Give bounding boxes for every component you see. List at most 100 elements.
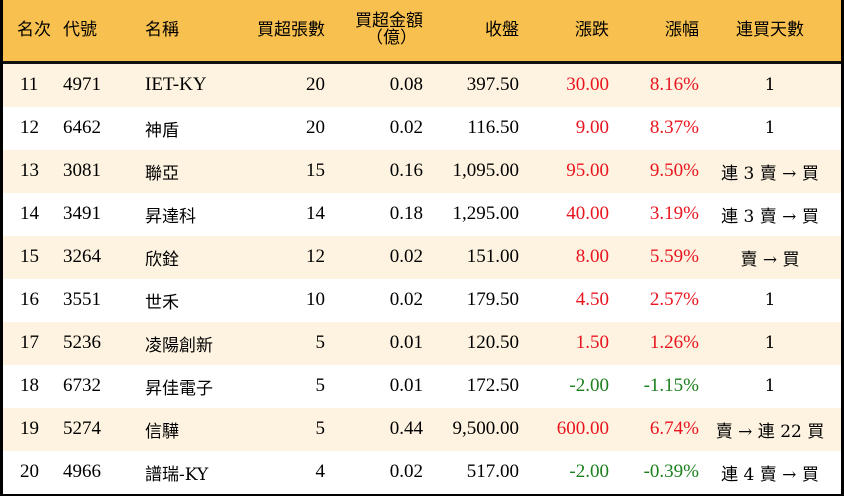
rank-cell: 18 <box>20 375 39 396</box>
close-price-cell: 1,095.00 <box>452 160 520 181</box>
header-net-buy-lots[interactable]: 買超張數 <box>257 19 325 40</box>
header-net-buy-amount-line1: 買超金額 <box>355 11 423 32</box>
header-code[interactable]: 代號 <box>63 19 97 40</box>
net-buy-lots-cell: 5 <box>315 418 326 439</box>
table-row[interactable]: 16 3551 世禾 10 0.02 179.50 4.50 2.57% 1 <box>3 278 841 322</box>
net-buy-lots-cell: 5 <box>315 375 326 396</box>
header-net-buy-amount-line2: （億） <box>366 28 417 49</box>
rank-cell: 15 <box>20 246 39 267</box>
net-buy-ranking-table: 名次 代號 名稱 買超張數 買超金額 （億） 收盤 漲跌 漲幅 連買天數 11 4… <box>3 0 841 494</box>
rank-cell: 16 <box>20 289 39 310</box>
net-buy-amount-cell: 0.16 <box>389 160 423 181</box>
table-row[interactable]: 12 6462 神盾 20 0.02 116.50 9.00 8.37% 1 <box>3 106 841 150</box>
table-row[interactable]: 14 3491 昇達科 14 0.18 1,295.00 40.00 3.19% 連 3 賣 →… <box>3 192 841 236</box>
net-buy-lots-cell: 15 <box>306 160 325 181</box>
consecutive-days-cell: 賣 → 買 <box>740 249 800 270</box>
header-consecutive-days[interactable]: 連買天數 <box>736 19 804 40</box>
table-row[interactable]: 15 3264 欣銓 12 0.02 151.00 8.00 5.59% 賣 → 買 <box>3 235 841 279</box>
code-cell: 3264 <box>63 246 101 267</box>
change-cell: -2.00 <box>569 461 609 482</box>
table-row[interactable]: 13 3081 聯亞 15 0.16 1,095.00 95.00 9.50% 連 3 賣 → … <box>3 149 841 193</box>
header-net-buy-amount[interactable]: 買超金額 （億） <box>325 0 423 62</box>
name-cell: 昇達科 <box>145 206 196 227</box>
change-pct-cell: 3.19% <box>649 203 699 224</box>
name-cell: 昇佳電子 <box>145 378 213 399</box>
close-price-cell: 179.50 <box>466 289 519 310</box>
code-cell: 3551 <box>63 289 101 310</box>
change-cell: -2.00 <box>569 375 609 396</box>
close-price-cell: 397.50 <box>466 74 519 95</box>
close-price-cell: 517.00 <box>466 461 519 482</box>
name-cell: IET-KY <box>145 74 207 95</box>
net-buy-amount-cell: 0.02 <box>389 246 423 267</box>
header-rank[interactable]: 名次 <box>17 19 51 40</box>
consecutive-days-cell: 連 4 賣 → 買 <box>721 464 819 485</box>
code-cell: 5236 <box>63 332 101 353</box>
consecutive-days-cell: 連 3 賣 → 買 <box>721 163 819 184</box>
net-buy-lots-cell: 12 <box>306 246 325 267</box>
header-change-pct[interactable]: 漲幅 <box>665 19 699 40</box>
consecutive-days-cell: 賣 → 連 22 買 <box>715 421 825 442</box>
code-cell: 4966 <box>63 461 101 482</box>
change-pct-cell: 5.59% <box>649 246 699 267</box>
change-cell: 1.50 <box>575 332 609 353</box>
code-cell: 6732 <box>63 375 101 396</box>
net-buy-amount-cell: 0.02 <box>389 461 423 482</box>
name-cell: 聯亞 <box>145 163 179 184</box>
consecutive-days-cell: 1 <box>764 333 776 353</box>
net-buy-amount-cell: 0.44 <box>389 418 423 439</box>
table-row[interactable]: 18 6732 昇佳電子 5 0.01 172.50 -2.00 -1.15% 1 <box>3 364 841 408</box>
change-pct-cell: 9.50% <box>649 160 699 181</box>
header-change[interactable]: 漲跌 <box>575 19 609 40</box>
rank-cell: 13 <box>20 160 39 181</box>
consecutive-days-cell: 1 <box>764 290 776 310</box>
close-price-cell: 172.50 <box>466 375 519 396</box>
code-cell: 6462 <box>63 117 101 138</box>
header-name[interactable]: 名稱 <box>145 19 179 40</box>
name-cell: 世禾 <box>145 292 179 313</box>
change-cell: 9.00 <box>575 117 609 138</box>
change-cell: 8.00 <box>575 246 609 267</box>
code-cell: 4971 <box>63 74 101 95</box>
header-close[interactable]: 收盤 <box>485 19 519 40</box>
table-row[interactable]: 17 5236 凌陽創新 5 0.01 120.50 1.50 1.26% 1 <box>3 321 841 365</box>
change-pct-cell: 1.26% <box>649 332 699 353</box>
change-cell: 30.00 <box>566 74 609 95</box>
name-cell: 欣銓 <box>145 249 179 270</box>
close-price-cell: 116.50 <box>467 117 519 138</box>
header-row: 名次 代號 名稱 買超張數 買超金額 （億） 收盤 漲跌 漲幅 連買天數 <box>3 0 841 62</box>
rank-cell: 12 <box>20 117 39 138</box>
rank-cell: 20 <box>20 461 39 482</box>
change-cell: 95.00 <box>566 160 609 181</box>
net-buy-lots-cell: 10 <box>306 289 325 310</box>
consecutive-days-cell: 1 <box>764 118 776 138</box>
name-cell: 凌陽創新 <box>145 335 213 356</box>
close-price-cell: 151.00 <box>466 246 519 267</box>
rank-cell: 11 <box>20 74 39 95</box>
close-price-cell: 9,500.00 <box>452 418 520 439</box>
net-buy-amount-cell: 0.01 <box>389 375 423 396</box>
net-buy-amount-cell: 0.02 <box>389 289 423 310</box>
consecutive-days-cell: 1 <box>764 376 776 396</box>
net-buy-amount-cell: 0.02 <box>389 117 423 138</box>
change-pct-cell: 8.16% <box>649 74 699 95</box>
change-pct-cell: 8.37% <box>649 117 699 138</box>
code-cell: 3081 <box>63 160 101 181</box>
rank-cell: 19 <box>20 418 39 439</box>
net-buy-lots-cell: 20 <box>306 117 325 138</box>
consecutive-days-cell: 連 3 賣 → 買 <box>721 206 819 227</box>
table-row[interactable]: 11 4971 IET-KY 20 0.08 397.50 30.00 8.16% 1 <box>3 62 841 107</box>
rank-cell: 17 <box>20 332 39 353</box>
consecutive-days-cell: 1 <box>764 75 776 95</box>
close-price-cell: 1,295.00 <box>452 203 520 224</box>
code-cell: 3491 <box>63 203 101 224</box>
change-cell: 4.50 <box>575 289 609 310</box>
rank-cell: 14 <box>20 203 39 224</box>
name-cell: 信驊 <box>145 421 179 442</box>
table-row[interactable]: 19 5274 信驊 5 0.44 9,500.00 600.00 6.74% 賣 → 連 22… <box>3 407 841 451</box>
net-buy-amount-cell: 0.01 <box>389 332 423 353</box>
change-pct-cell: -1.15% <box>643 375 699 396</box>
table-row[interactable]: 20 4966 譜瑞-KY 4 0.02 517.00 -2.00 -0.39% 連 4 賣 →… <box>3 450 841 494</box>
close-price-cell: 120.50 <box>466 332 519 353</box>
net-buy-amount-cell: 0.18 <box>389 203 423 224</box>
